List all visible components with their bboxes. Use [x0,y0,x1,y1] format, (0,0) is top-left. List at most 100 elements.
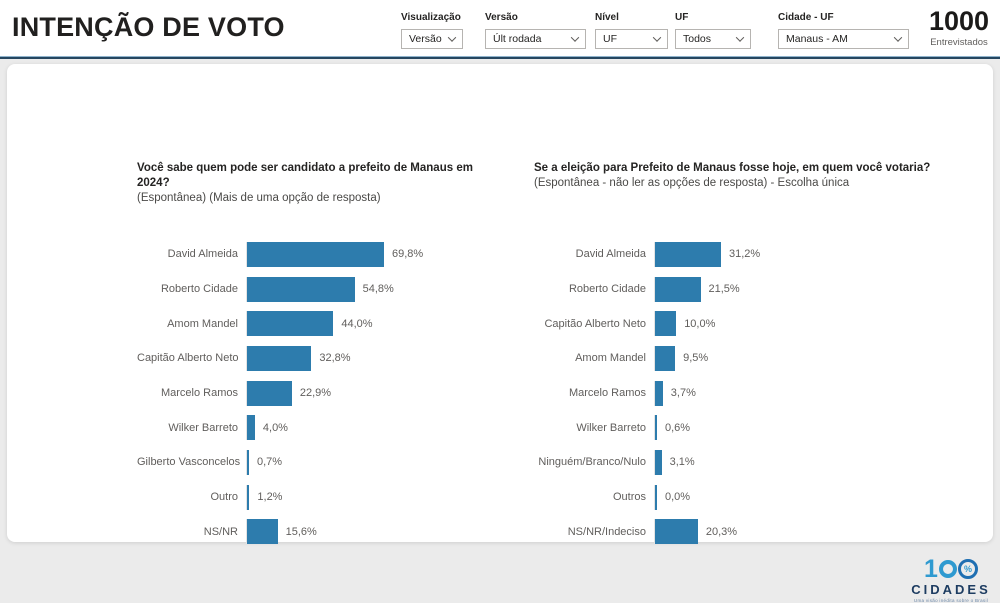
slicer-versao: Versão Últ rodada [485,12,586,49]
chevron-down-icon [570,33,580,42]
bar-area: 31,2% [654,241,959,267]
logo-name: CIDADES [911,582,991,597]
slicer-value: Versão [409,33,442,45]
category-label: NS/NR [203,525,238,538]
category-label: Capitão Alberto Neto [544,317,646,330]
category-label: Outro [210,491,238,504]
chart-row: Ninguém/Branco/Nulo 3,1% [534,445,959,480]
logo-100-cidades: 1 % CIDADES Uma visão inédita sobre o Br… [906,557,996,603]
bar[interactable] [655,484,657,510]
bar-area: 21,5% [654,276,959,302]
chart-row: David Almeida 31,2% [534,237,959,272]
bar[interactable] [655,380,663,406]
chart-subtitle: (Espontânea - não ler as opções de respo… [534,177,850,189]
slicer-label: Cidade - UF [778,12,834,23]
respondents-label: Entrevistados [930,37,988,48]
bar[interactable] [247,241,384,267]
logo-zero-ring-icon [938,560,957,578]
chart-row: Gilberto Vasconcelos 0,7% [137,445,509,480]
slicer-dropdown-nivel[interactable]: UF [595,29,668,49]
logo-100-percent: 1 % [906,557,996,582]
category-label: Amom Mandel [167,317,238,330]
slicer-value: Manaus - AM [786,33,848,45]
value-label: 32,8% [319,352,351,365]
bar[interactable] [247,415,255,441]
category-label: Gilberto Vasconcelos [137,456,241,469]
value-label: 21,5% [708,283,740,296]
slicer-uf: UF Todos [675,12,751,49]
value-label: 3,1% [669,456,695,469]
value-label: 0,6% [665,421,691,434]
bar[interactable] [655,415,657,441]
bar-area: 10,0% [654,311,959,337]
bar-area: 1,2% [246,484,509,510]
slicer-dropdown-versao[interactable]: Últ rodada [485,29,586,49]
slicer-value: Todos [683,33,712,45]
bar[interactable] [655,519,698,545]
slicer-nivel: Nível UF [595,12,668,49]
chart-row: Outro 1,2% [137,480,509,515]
header-divider [0,56,1000,59]
chart-row: NS/NR 15,6% [137,515,509,550]
category-label: David Almeida [575,248,646,261]
category-label: Wilker Barreto [168,421,238,434]
slicer-value: UF [603,33,617,45]
value-label: 3,7% [670,387,696,400]
chart-row: David Almeida 69,8% [137,237,509,272]
bar-area: 0,6% [654,415,959,441]
page-title: INTENÇÃO DE VOTO [12,12,285,42]
bar[interactable] [655,276,701,302]
value-label: 0,7% [257,456,283,469]
logo-tagline: Uma visão inédita sobre o Brasil [913,598,989,603]
value-label: 1,2% [257,491,283,504]
bar-area: 0,7% [246,449,509,475]
category-label: Ninguém/Branco/Nulo [538,456,646,469]
chevron-down-icon [735,33,745,42]
chart-title: Se a eleição para Prefeito de Manaus fos… [534,162,931,174]
bar-area: 3,1% [654,449,959,475]
bar-area: 20,3% [654,519,959,545]
category-label: NS/NR/Indeciso [567,525,646,538]
category-label: Amom Mandel [575,352,646,365]
bar[interactable] [247,484,250,510]
bar[interactable] [247,345,312,371]
slicer-dropdown-cidade-uf[interactable]: Manaus - AM [778,29,909,49]
value-label: 15,6% [285,525,317,538]
bar-area: 32,8% [246,345,509,371]
chart-title: Você sabe quem pode ser candidato a pref… [137,162,473,189]
chevron-down-icon [652,33,662,42]
slicer-value: Últ rodada [493,33,542,45]
bar[interactable] [655,345,676,371]
bar[interactable] [247,380,292,406]
category-label: David Almeida [167,248,238,261]
value-label: 54,8% [362,283,394,296]
respondents-card: 1000 Entrevistados [924,6,994,48]
slicer-dropdown-visualizacao[interactable]: Versão [401,29,463,49]
chart-vote-intention: Se a eleição para Prefeito de Manaus fos… [534,161,959,545]
logo-percent-ring-icon: % [957,559,978,579]
bar[interactable] [655,449,662,475]
category-label: Capitão Alberto Neto [137,352,239,365]
bar[interactable] [655,241,721,267]
bar[interactable] [247,311,334,337]
chart-rows: David Almeida 31,2% Roberto Cidade 21,5% Cap… [534,237,959,549]
bar[interactable] [655,311,677,337]
value-label: 9,5% [683,352,709,365]
slicer-cidade-uf: Cidade - UF Manaus - AM [778,12,909,49]
bar[interactable] [247,449,249,475]
bar-area: 3,7% [654,380,959,406]
bar[interactable] [247,519,278,545]
bar-area: 44,0% [246,311,509,337]
category-label: Wilker Barreto [576,421,646,434]
value-label: 31,2% [729,248,761,261]
chart-row: Capitão Alberto Neto 10,0% [534,306,959,341]
chart-row: Amom Mandel 44,0% [137,306,509,341]
slicer-dropdown-uf[interactable]: Todos [675,29,751,49]
bar[interactable] [247,276,355,302]
chart-row: Wilker Barreto 0,6% [534,410,959,445]
bar-area: 15,6% [246,519,509,545]
report-canvas-card: Você sabe quem pode ser candidato a pref… [7,64,993,603]
slicer-label: UF [675,12,689,23]
slicer-label: Visualização [401,12,461,23]
bar-area: 9,5% [654,345,959,371]
